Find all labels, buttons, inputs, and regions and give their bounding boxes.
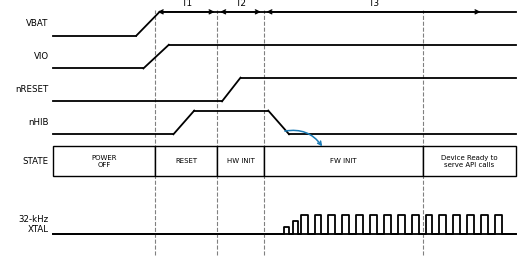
Bar <box>218 146 264 176</box>
Text: T3: T3 <box>368 0 379 8</box>
Text: VIO: VIO <box>34 52 49 61</box>
Text: POWER
OFF: POWER OFF <box>91 155 117 168</box>
Bar <box>155 146 218 176</box>
Text: FW INIT: FW INIT <box>330 158 357 164</box>
Text: T2: T2 <box>235 0 246 8</box>
Bar <box>264 146 423 176</box>
Text: Device Ready to
serve API calls: Device Ready to serve API calls <box>441 155 498 168</box>
Text: HW INIT: HW INIT <box>226 158 254 164</box>
Text: T1: T1 <box>181 0 192 8</box>
Text: 32-kHz
XTAL: 32-kHz XTAL <box>19 215 49 234</box>
Text: RESET: RESET <box>175 158 197 164</box>
Bar <box>423 146 516 176</box>
Text: nHIB: nHIB <box>28 118 49 127</box>
Text: VBAT: VBAT <box>26 19 49 28</box>
Text: nRESET: nRESET <box>16 85 49 94</box>
Bar <box>53 146 155 176</box>
Text: STATE: STATE <box>22 157 49 166</box>
